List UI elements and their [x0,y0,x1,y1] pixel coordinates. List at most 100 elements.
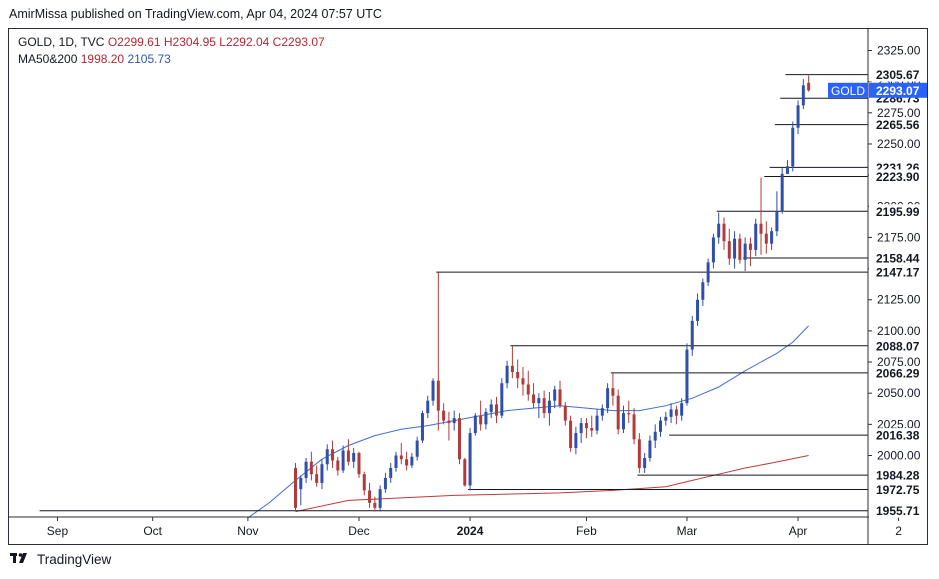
candle-body [341,450,345,471]
candle-body [717,223,721,238]
candle-body [764,233,768,244]
candle-body [547,400,551,414]
candle-body [510,365,514,373]
candle-body [325,449,329,465]
y-tick-label: 2025.00 [877,417,921,431]
x-tick-label: Feb [576,524,597,538]
legend-ma50-value: 1998.20 [80,52,125,66]
ma50-line [247,325,809,519]
x-tick-label: Sep [47,524,69,538]
y-tick-label: 2100.00 [877,324,921,338]
candle-body [442,410,446,421]
level-label: 2265.56 [876,118,920,132]
footer-brand: TradingView [37,552,112,567]
candle-body [743,243,747,260]
x-tick-label: Nov [237,524,258,538]
candle-body [405,459,409,466]
tradingview-logo-icon [10,553,27,563]
candle-body [785,166,789,174]
candle-body [436,380,440,411]
candle-body [352,453,356,462]
candle-body [690,320,694,350]
level-label-bg [869,428,927,443]
candle-body [516,372,520,379]
candle-body [526,384,530,395]
level-label: 2066.29 [876,366,920,380]
candle-body [590,428,594,431]
legend-open: O2299.61 [107,35,161,49]
candle-body [569,420,573,449]
candle-body [468,433,472,486]
level-label: 2158.44 [876,252,920,266]
candle-body [542,398,546,414]
candle-body [584,423,588,429]
axis-layer: 2325.002300.002275.002250.002225.002200.… [9,29,928,544]
x-tick-label: Apr [789,524,808,538]
candle-body [616,395,620,430]
level-label-bg [869,117,927,132]
candle-body [431,380,435,401]
x-tick-label: 2024 [457,524,484,538]
legend-ohlc-row: GOLD, 1D, TVC O2299.61 H2304.95 L2292.04… [18,34,325,51]
legend-symbol: GOLD, 1D, TVC [18,35,105,49]
candle-body [621,413,625,430]
candle-body [304,461,308,478]
level-label-bg [869,338,927,353]
candle-body [553,389,557,401]
current-price-label: 2293.07 [876,84,920,98]
y-tick-label: 2250.00 [877,137,921,151]
candle-body [696,299,700,321]
candle-body [479,415,483,425]
candle-body [733,238,737,259]
candle-body [600,408,604,416]
candle-body [389,467,393,478]
candle-body [558,389,562,406]
level-lines-layer [39,74,868,512]
candle-body [563,405,567,421]
x-tick-label: Mar [677,524,698,538]
chart-frame[interactable] [8,28,928,545]
candle-body [738,238,742,260]
level-label: 1955.71 [876,504,920,518]
legend-ma-row: MA50&200 1998.20 2105.73 [18,51,325,68]
legend-high: H2304.95 [163,35,216,49]
candle-body [357,453,361,475]
level-label-bg [869,67,927,82]
moving-averages-layer [247,325,809,519]
y-tick-label: 2000.00 [877,449,921,463]
candle-body [537,398,541,404]
candle-body [664,416,668,421]
candle-body [299,477,303,490]
candles-layer [294,75,811,512]
y-tick-label: 2325.00 [877,44,921,58]
level-label-bg [869,251,927,266]
candle-body [627,413,631,415]
candle-body [320,464,324,483]
legend-ma-label: MA50&200 [18,52,78,66]
level-label-bg [869,265,927,280]
x-tick-label: 2 [895,524,902,538]
y-tick-label: 2125.00 [877,293,921,307]
candle-body [674,409,678,416]
level-labels-layer: 2305.672286.732265.562231.262223.902195.… [828,67,927,518]
candle-body [484,411,488,425]
candle-body [632,414,636,440]
candle-body [754,223,758,250]
level-label-bg [869,482,927,497]
candle-body [648,440,652,458]
candle-body [463,459,467,486]
candle-body [336,460,340,471]
candle-body [394,455,398,468]
candle-body [410,456,414,466]
publisher-header: AmirMissa published on TradingView.com, … [9,7,382,21]
candle-body [420,413,424,441]
legend-close: C2293.07 [272,35,325,49]
candle-body [399,455,403,460]
tradingview-footer[interactable]: TradingView [10,552,111,567]
candle-body [595,415,599,431]
y-tick-label: 2275.00 [877,106,921,120]
candle-body [611,388,615,396]
candle-body [574,433,578,449]
candle-body [346,450,350,462]
